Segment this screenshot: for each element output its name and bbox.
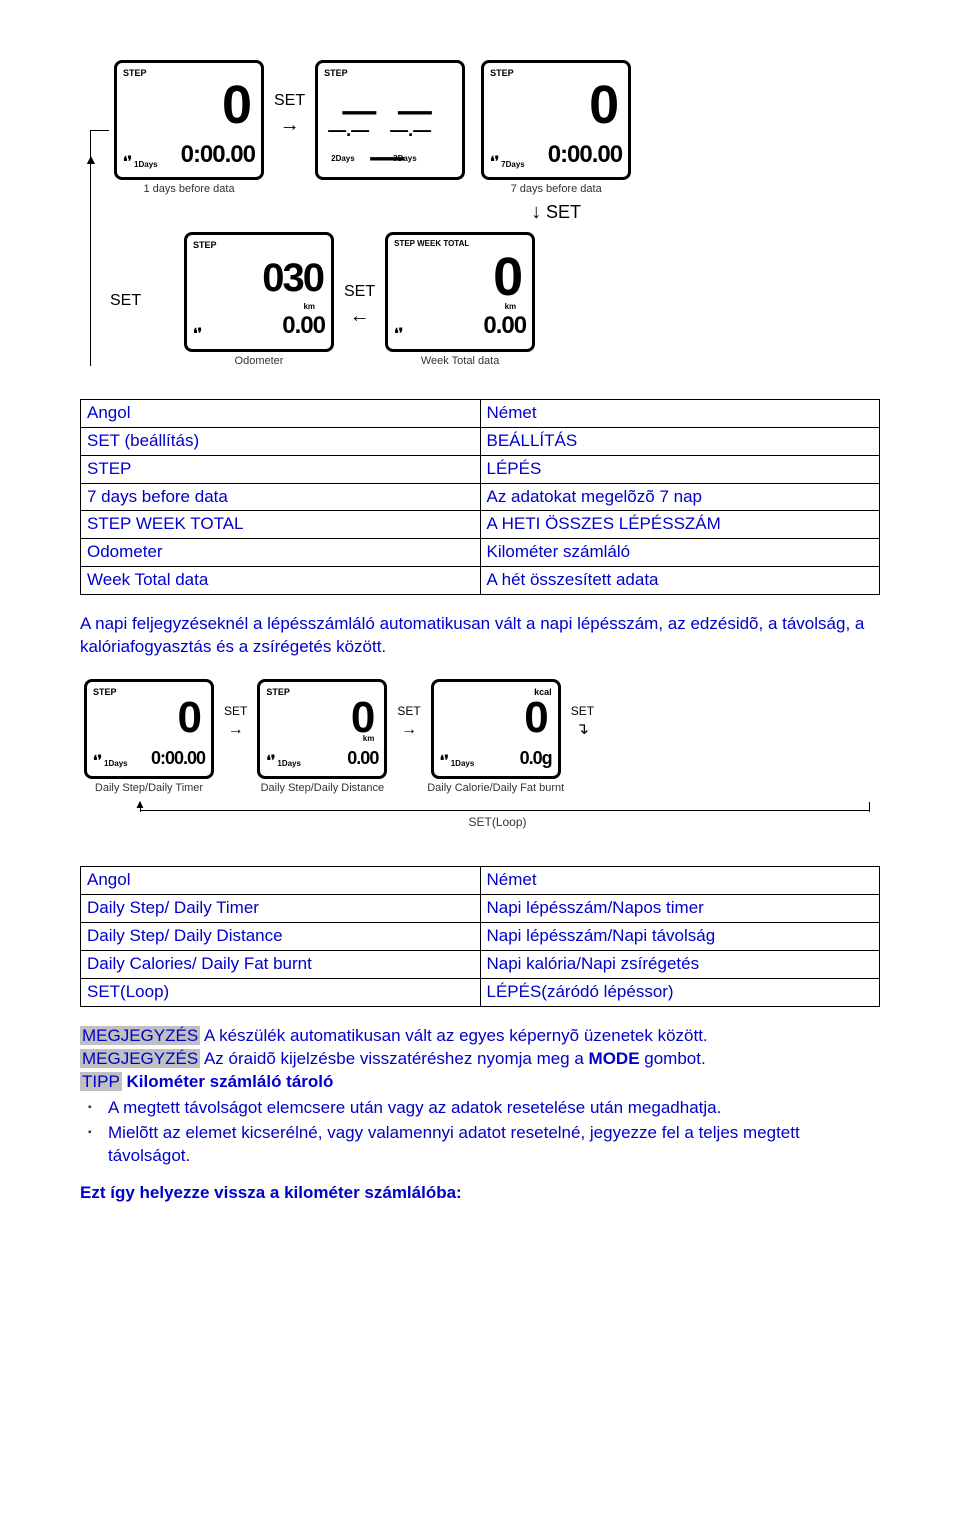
panel-week-total: STEP WEEK TOTAL 0 ❛❜ km 0.00 Week Total … xyxy=(381,232,539,369)
table-cell: LÉPÉS(záródó lépéssor) xyxy=(480,978,880,1006)
paragraph-1: A napi feljegyzéseknél a lépésszámláló a… xyxy=(80,613,880,659)
loop-label: SET(Loop) xyxy=(469,814,527,830)
table-cell: Napi lépésszám/Napi távolság xyxy=(480,922,880,950)
table-cell: BEÁLLÍTÁS xyxy=(480,427,880,455)
foot-icon: ❛❜ xyxy=(193,324,202,343)
note-label-1: MEGJEGYZÉS xyxy=(80,1026,200,1045)
bullet-2: Mielõtt az elemet kicserélné, vagy valam… xyxy=(108,1122,880,1168)
set-label-left: SET xyxy=(110,289,130,312)
diagram-2: STEP 0 ❛❜ 1Days 0:00.00 Daily Step/Daily… xyxy=(80,679,880,826)
table-cell: Az adatokat megelõzõ 7 nap xyxy=(480,483,880,511)
translation-table-1: AngolNémetSET (beállítás)BEÁLLÍTÁSSTEPLÉ… xyxy=(80,399,880,596)
set-arrow-d2-3: SET ↴ xyxy=(565,703,600,741)
panel-daily-step-timer: STEP 0 ❛❜ 1Days 0:00.00 Daily Step/Daily… xyxy=(80,679,218,796)
bullet-1: A megtett távolságot elemcsere után vagy… xyxy=(108,1097,880,1120)
table-cell: STEP xyxy=(81,455,481,483)
big-value: 0 xyxy=(222,69,249,142)
table-cell: Odometer xyxy=(81,539,481,567)
down-set-arrow: ↓ SET xyxy=(531,199,581,226)
table-cell: Daily Calories/ Daily Fat burnt xyxy=(81,950,481,978)
note-text-2b: gombot. xyxy=(640,1049,706,1068)
panel-dash-days: STEP — — — —.—2Days —.—3Days xyxy=(311,60,469,180)
panel-1-days-before: STEP 0 ❛❜ 1Days 0:00.00 1 days before da… xyxy=(110,60,268,197)
note-text-2a: Az óraidõ kijelzésbe visszatéréshez nyom… xyxy=(200,1049,588,1068)
table-cell: SET(Loop) xyxy=(81,978,481,1006)
tip-label: TIPP xyxy=(80,1072,122,1091)
set-arrow-right-1: SET → xyxy=(268,90,311,139)
table-cell: Német xyxy=(480,866,880,894)
set-arrow-left: SET ← xyxy=(338,281,381,330)
foot-icon: ❛❜ xyxy=(123,152,132,171)
table-cell: Angol xyxy=(81,399,481,427)
days-label: 1Days xyxy=(134,160,158,171)
note-mode-bold: MODE xyxy=(589,1049,640,1068)
foot-icon: ❛❜ xyxy=(490,152,499,171)
foot-icon: ❛❜ xyxy=(266,751,275,770)
note-label-2: MEGJEGYZÉS xyxy=(80,1049,200,1068)
caption: 1 days before data xyxy=(143,182,234,197)
table-cell: LÉPÉS xyxy=(480,455,880,483)
panel-daily-calorie: kcal 0 ❛❜ 1Days 0.0g Daily Calorie/Daily… xyxy=(427,679,565,796)
set-arrow-d2-2: SET→ xyxy=(391,703,426,741)
table-cell: Kilométer számláló xyxy=(480,539,880,567)
table-cell: Daily Step/ Daily Timer xyxy=(81,894,481,922)
table-cell: Napi lépésszám/Napos timer xyxy=(480,894,880,922)
bottom-value: 0:00.00 xyxy=(181,139,255,171)
table-cell: Napi kalória/Napi zsírégetés xyxy=(480,950,880,978)
foot-icon: ❛❜ xyxy=(93,751,102,770)
table-cell: STEP WEEK TOTAL xyxy=(81,511,481,539)
panel-odometer: STEP 030 ❛❜ km 0.00 Odometer xyxy=(180,232,338,369)
foot-icon: ❛❜ xyxy=(440,751,449,770)
panel-daily-step-distance: STEP 0 km ❛❜ 1Days 0.00 Daily Step/Daily… xyxy=(253,679,391,796)
step-label: STEP xyxy=(123,67,147,79)
final-heading: Ezt így helyezze vissza a kilométer szám… xyxy=(80,1182,880,1205)
tip-title: Kilométer számláló tároló xyxy=(122,1072,334,1091)
table-cell: 7 days before data xyxy=(81,483,481,511)
table-cell: A HETI ÖSSZES LÉPÉSSZÁM xyxy=(480,511,880,539)
note-text-1: A készülék automatikusan vált az egyes k… xyxy=(200,1026,707,1045)
table-cell: Daily Step/ Daily Distance xyxy=(81,922,481,950)
foot-icon: ❛❜ xyxy=(394,324,403,343)
table-cell: Week Total data xyxy=(81,567,481,595)
set-arrow-d2-1: SET→ xyxy=(218,703,253,741)
table-cell: SET (beállítás) xyxy=(81,427,481,455)
panel-7-days-before: STEP 0 ❛❜ 7Days 0:00.00 7 days before da… xyxy=(477,60,635,226)
table-cell: Német xyxy=(480,399,880,427)
notes-block: MEGJEGYZÉS A készülék automatikusan vált… xyxy=(80,1025,880,1206)
table-cell: Angol xyxy=(81,866,481,894)
bullet-list: A megtett távolságot elemcsere után vagy… xyxy=(80,1097,880,1168)
table-cell: A hét összesített adata xyxy=(480,567,880,595)
translation-table-2: AngolNémetDaily Step/ Daily TimerNapi lé… xyxy=(80,866,880,1007)
diagram-1: STEP 0 ❛❜ 1Days 0:00.00 1 days before da… xyxy=(80,60,880,369)
